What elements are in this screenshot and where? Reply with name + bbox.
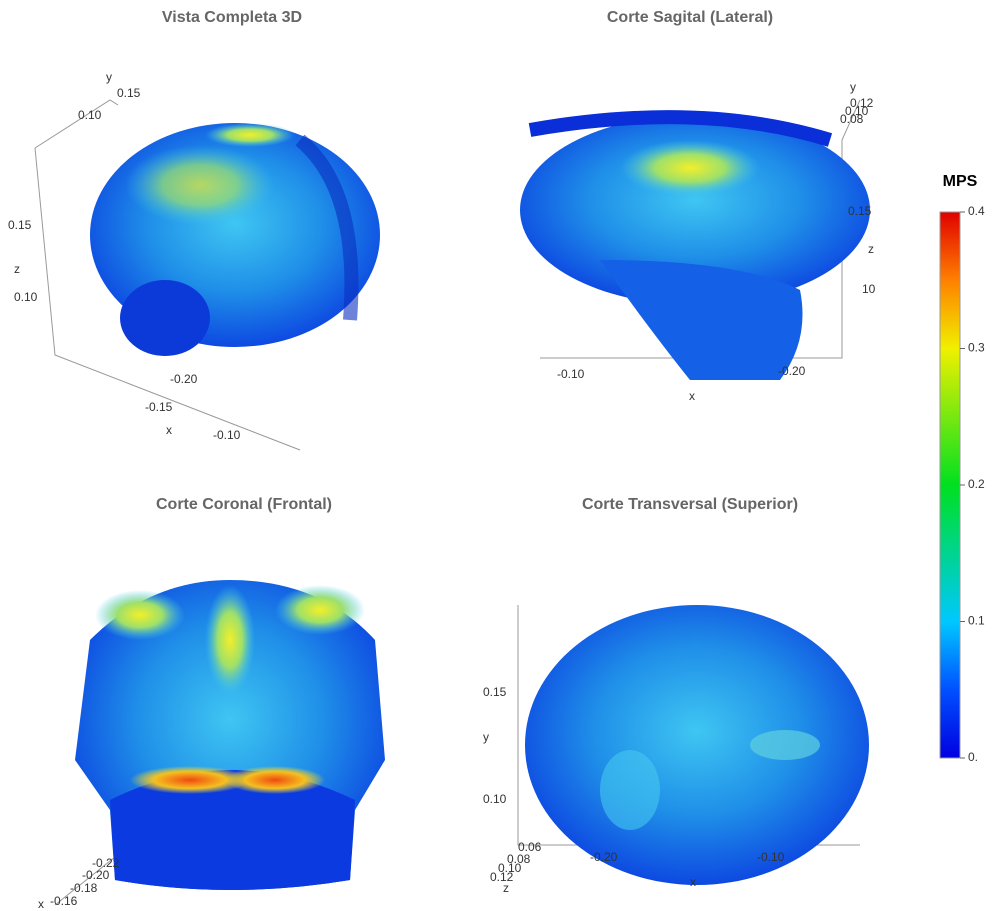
axis-label: z — [868, 242, 874, 256]
tick-label: -0.16 — [50, 894, 78, 908]
panel-3d: Vista Completa 3D 0.10 0.15 y 0.15 z 0.1… — [8, 9, 380, 450]
highlight — [275, 585, 365, 635]
brain-cloud — [120, 280, 210, 356]
axis-label: y — [850, 80, 856, 94]
panel-coronal: Corte Coronal (Frontal) x -0.16 -0.18 -0… — [38, 496, 385, 911]
axis-label: x — [166, 423, 172, 437]
axis-line — [35, 100, 118, 148]
axis-label: x — [689, 389, 695, 403]
colorbar — [940, 212, 960, 758]
panel-title: Vista Completa 3D — [162, 9, 302, 26]
tick-label: -0.15 — [145, 400, 173, 414]
highlight — [205, 123, 295, 147]
tick-label: -0.22 — [92, 856, 120, 870]
tick-label: 0.15 — [483, 685, 507, 699]
colorbar-tick-label: 0.3 — [968, 341, 985, 355]
tick-label: 0.15 — [848, 204, 872, 218]
highlight — [750, 730, 820, 760]
colorbar-title: MPS — [943, 173, 978, 190]
highlight — [95, 590, 185, 640]
tick-label: -0.10 — [757, 850, 785, 864]
colorbar-tick-label: 0. — [968, 750, 978, 764]
panel-sagittal: Corte Sagital (Lateral) -0.10 -0.20 x y … — [520, 9, 876, 403]
tick-label: 0.10 — [14, 290, 38, 304]
panel-title: Corte Sagital (Lateral) — [607, 9, 773, 26]
tick-label: 0.15 — [8, 218, 32, 232]
highlight — [225, 766, 325, 794]
tick-label: 0.06 — [518, 840, 542, 854]
tick-label: -0.20 — [778, 364, 806, 378]
tick-label: -0.20 — [82, 868, 110, 882]
axis-label: y — [106, 70, 112, 84]
tick-label: 0.10 — [483, 792, 507, 806]
tick-label: -0.10 — [213, 428, 241, 442]
panel-transverse: Corte Transversal (Superior) 0.15 y 0.10… — [483, 496, 869, 895]
colorbar-tick-label: 0.1 — [968, 614, 985, 628]
tick-label: 0.10 — [78, 108, 102, 122]
tick-label: 0.08 — [507, 852, 531, 866]
tick-label: 0.15 — [117, 86, 141, 100]
tick-label: -0.10 — [557, 367, 585, 381]
tick-label: 0.08 — [840, 112, 864, 126]
axis-label: z — [14, 262, 20, 276]
tick-label: -0.18 — [70, 881, 98, 895]
axis-label: x — [690, 875, 696, 889]
axis-label: y — [483, 730, 489, 744]
highlight — [205, 585, 255, 695]
panel-title: Corte Transversal (Superior) — [582, 496, 798, 513]
colorbar-tick-label: 0.4 — [968, 204, 985, 218]
highlight — [125, 145, 275, 225]
figure: Vista Completa 3D 0.10 0.15 y 0.15 z 0.1… — [0, 0, 995, 911]
tick-label: -0.20 — [590, 850, 618, 864]
highlight — [620, 140, 760, 196]
highlight — [600, 750, 660, 830]
panel-title: Corte Coronal (Frontal) — [156, 496, 332, 513]
tick-label: -0.20 — [170, 372, 198, 386]
tick-label: 10 — [862, 282, 876, 296]
colorbar-tick-label: 0.2 — [968, 477, 985, 491]
axis-label: x — [38, 897, 44, 911]
